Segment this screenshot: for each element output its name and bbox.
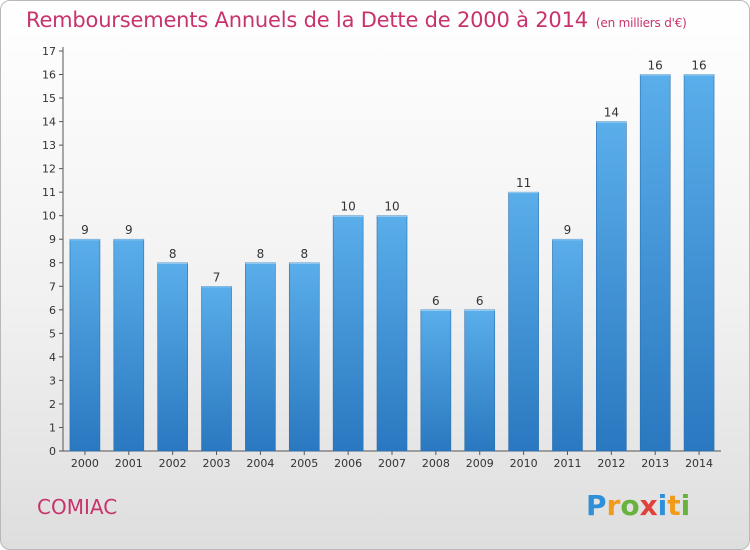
proxiti-logo: Proxiti (586, 489, 690, 522)
bar-2006 (332, 215, 364, 452)
bar-value-label: 10 (384, 200, 399, 214)
bar-2002 (157, 262, 188, 452)
x-tick-label: 2008 (422, 457, 450, 470)
bar-2008 (420, 309, 452, 452)
bar-value-label: 10 (340, 200, 355, 214)
logo-letter: r (606, 489, 621, 522)
x-tick-label: 2007 (378, 457, 406, 470)
x-tick-label: 2002 (159, 457, 187, 470)
bar-2009 (464, 309, 496, 452)
chart-subtitle: (en milliers d'€) (595, 16, 687, 30)
y-tick-label: 0 (49, 445, 56, 458)
y-tick-label: 8 (49, 257, 56, 270)
x-tick-label: 2004 (246, 457, 274, 470)
y-tick-label: 11 (42, 186, 56, 199)
y-tick-label: 17 (42, 45, 56, 58)
x-tick-label: 2005 (290, 457, 318, 470)
y-tick-label: 2 (49, 398, 56, 411)
bar-2000 (69, 238, 101, 452)
x-tick-label: 2012 (597, 457, 625, 470)
logo-letter: i (680, 489, 691, 522)
chart-bars (69, 74, 715, 452)
y-tick-label: 4 (49, 351, 56, 364)
x-tick-label: 2011 (553, 457, 581, 470)
y-tick-label: 5 (49, 327, 56, 340)
x-tick-label: 2000 (71, 457, 99, 470)
y-tick-label: 1 (49, 421, 56, 434)
bar-value-label: 9 (125, 223, 133, 237)
y-tick-label: 7 (49, 280, 56, 293)
bar-value-label: 14 (604, 106, 619, 120)
logo-letter: i (657, 489, 668, 522)
bar-value-label: 9 (564, 223, 572, 237)
bar-2014 (683, 74, 715, 452)
y-tick-label: 14 (42, 116, 56, 129)
bar-value-label: 8 (300, 247, 308, 261)
y-tick-label: 15 (42, 92, 56, 105)
bar-value-label: 9 (81, 223, 89, 237)
y-tick-label: 16 (42, 69, 56, 82)
y-tick-label: 3 (49, 374, 56, 387)
chart-title: Remboursements Annuels de la Dette de 20… (26, 8, 687, 32)
bar-value-label: 6 (432, 294, 440, 308)
x-tick-label: 2009 (466, 457, 494, 470)
bar-2013 (639, 74, 671, 452)
x-tick-label: 2013 (641, 457, 669, 470)
logo-letter: P (586, 489, 607, 522)
y-tick-label: 9 (49, 233, 56, 246)
chart-labels: 9 2000 9 2001 8 2002 7 2003 8 2004 8 2005 10 2006 10 20… (71, 59, 713, 470)
bar-2012 (596, 121, 627, 452)
commune-name: COMIAC (37, 495, 118, 519)
y-tick-label: 10 (42, 210, 56, 223)
y-tick-label: 13 (42, 139, 56, 152)
x-tick-label: 2010 (510, 457, 538, 470)
bar-2011 (552, 238, 583, 452)
x-tick-label: 2003 (203, 457, 231, 470)
bar-2005 (288, 262, 320, 452)
bar-2007 (376, 215, 408, 452)
y-tick-label: 12 (42, 163, 56, 176)
logo-letter: t (667, 489, 681, 522)
bar-value-label: 8 (169, 247, 177, 261)
bar-2003 (201, 285, 232, 452)
bar-2001 (113, 238, 145, 452)
bar-value-label: 6 (476, 294, 484, 308)
x-tick-label: 2001 (115, 457, 143, 470)
bar-value-label: 16 (691, 59, 706, 73)
x-tick-label: 2014 (685, 457, 713, 470)
bar-2010 (508, 191, 539, 452)
chart-title-text: Remboursements Annuels de la Dette de 20… (26, 8, 588, 32)
y-tick-label: 6 (49, 304, 56, 317)
bar-value-label: 11 (516, 176, 531, 190)
bar-value-label: 16 (648, 59, 663, 73)
logo-letter: o (620, 489, 640, 522)
x-tick-label: 2006 (334, 457, 362, 470)
bar-value-label: 7 (213, 270, 221, 284)
logo-letter: x (639, 489, 658, 522)
bar-value-label: 8 (257, 247, 265, 261)
bar-2004 (245, 262, 276, 452)
